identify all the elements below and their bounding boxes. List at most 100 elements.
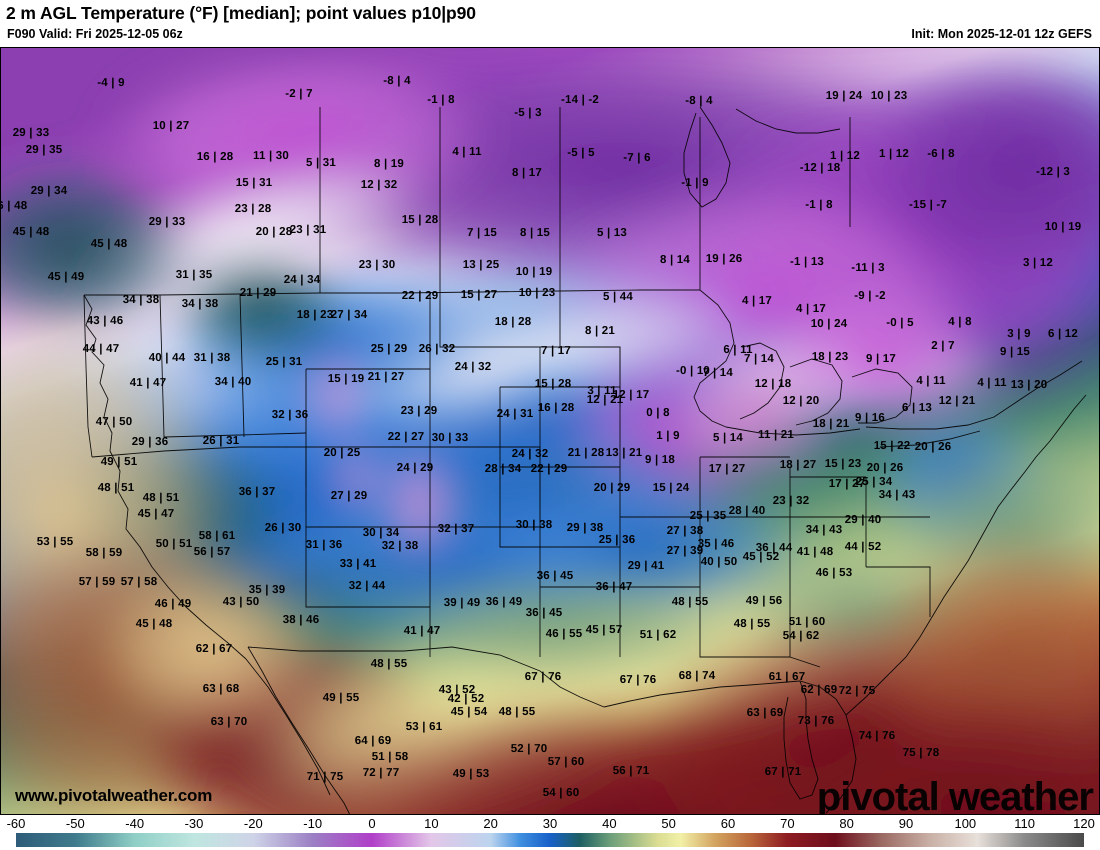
point-value: 46 | 55 [545, 628, 583, 640]
point-value: 25 | 36 [598, 534, 636, 546]
point-value: 7 | 15 [467, 227, 497, 239]
point-value: 8 | 19 [374, 158, 404, 170]
point-value: 51 | 60 [788, 616, 826, 628]
point-value: 48 | 51 [142, 492, 180, 504]
point-value: 22 | 29 [401, 290, 439, 302]
colorbar-tick-label: -40 [125, 816, 145, 831]
point-value: 4 | 8 [948, 316, 972, 328]
point-value: 58 | 59 [85, 547, 123, 559]
point-value: 15 | 27 [460, 289, 498, 301]
point-value: 41 | 48 [796, 546, 834, 558]
point-value: 3 | 11 [587, 385, 617, 397]
point-value: 7 | 14 [703, 367, 733, 379]
point-value: 22 | 27 [387, 431, 425, 443]
point-value: 34 | 38 [181, 298, 219, 310]
point-value: 15 | 31 [235, 177, 273, 189]
point-value: 67 | 71 [764, 766, 802, 778]
point-value: 40 | 44 [148, 352, 186, 364]
point-value: 9 | 16 [855, 412, 885, 424]
point-value: 34 | 43 [805, 524, 843, 536]
point-value: 20 | 28 [255, 226, 293, 238]
point-value: 45 | 48 [12, 226, 50, 238]
point-value: 24 | 34 [283, 274, 321, 286]
point-value: -7 | 6 [623, 152, 651, 164]
colorbar-tick-label: -10 [303, 816, 323, 831]
point-value: -15 | -7 [908, 199, 948, 211]
colorbar-tick-label: 60 [720, 816, 736, 831]
point-value: 20 | 25 [323, 447, 361, 459]
point-value: 23 | 29 [400, 405, 438, 417]
point-value: 5 | 13 [597, 227, 627, 239]
point-value: 61 | 67 [768, 671, 806, 683]
point-value: 6 | 13 [902, 402, 932, 414]
point-value: 27 | 38 [666, 525, 704, 537]
point-value: 49 | 51 [100, 456, 138, 468]
point-value: 48 | 55 [733, 618, 771, 630]
colorbar-tick-label: 0 [368, 816, 376, 831]
point-value: 34 | 40 [214, 376, 252, 388]
point-value: 1 | 12 [879, 148, 909, 160]
colorbar-tick-label: 70 [780, 816, 795, 831]
colorbar-tick-label: 120 [1073, 816, 1095, 831]
point-value: 25 | 35 [689, 510, 727, 522]
point-value: -14 | -2 [560, 94, 600, 106]
point-value: 45 | 57 [585, 624, 623, 636]
point-value: -1 | 8 [805, 199, 833, 211]
point-value: 5 | 44 [603, 291, 633, 303]
point-value: 63 | 70 [210, 716, 248, 728]
page-title: 2 m AGL Temperature (°F) [median]; point… [6, 3, 476, 23]
point-value: 57 | 60 [547, 756, 585, 768]
point-value: 29 | 35 [25, 144, 63, 156]
point-value: 18 | 23 [811, 351, 849, 363]
point-value: -6 | 8 [927, 148, 955, 160]
map-boundaries [83, 106, 1087, 814]
point-value: 54 | 62 [782, 630, 820, 642]
point-value: 15 | 28 [534, 378, 572, 390]
point-value: 11 | 21 [758, 429, 794, 441]
point-value: 57 | 59 [78, 576, 116, 588]
point-value: 24 | 29 [396, 462, 434, 474]
point-value: 7 | 14 [744, 353, 774, 365]
point-value: 43 | 52 [438, 684, 476, 696]
point-value: 29 | 33 [148, 216, 186, 228]
watermark-url: www.pivotalweather.com [15, 786, 213, 805]
point-value: 16 | 28 [196, 151, 234, 163]
point-value: 45 | 48 [135, 618, 173, 630]
colorbar[interactable]: -60 -50 -40 -30 -20 -10 0 10 20 30 40 50 60 70 80 90 100… [0, 816, 1100, 850]
point-value: 46 | 48 [1, 200, 28, 212]
point-value: -12 | 3 [1035, 166, 1071, 178]
point-value: -0 | 10 [675, 365, 711, 377]
colorbar-tick-label: 10 [424, 816, 439, 831]
point-value: 29 | 34 [30, 185, 68, 197]
point-value: 49 | 55 [322, 692, 360, 704]
colorbar-tick-label: 40 [602, 816, 617, 831]
point-value: 10 | 19 [515, 266, 553, 278]
point-value: 52 | 70 [510, 743, 548, 755]
point-value: 44 | 47 [82, 343, 120, 355]
point-value: 35 | 46 [697, 538, 735, 550]
point-value: 42 | 52 [447, 693, 485, 705]
point-value: 53 | 61 [405, 721, 443, 733]
point-value: 10 | 23 [518, 287, 556, 299]
point-value: -8 | 4 [685, 95, 713, 107]
point-value: 23 | 31 [289, 224, 327, 236]
point-value: 43 | 46 [86, 315, 124, 327]
point-value: 20 | 26 [866, 462, 904, 474]
map-viewport[interactable]: -4 | 9 -2 | 7 -8 | 4 -1 | 8 -5 | 3 -14 | -2 -8… [0, 47, 1100, 815]
point-value: 5 | 14 [713, 432, 743, 444]
point-value: 4 | 17 [796, 303, 826, 315]
colorbar-tick-label: 50 [661, 816, 676, 831]
point-value: 67 | 76 [619, 674, 657, 686]
point-value: -1 | 9 [681, 177, 709, 189]
point-value: 56 | 71 [612, 765, 650, 777]
point-value: 10 | 27 [152, 120, 190, 132]
point-value: 29 | 41 [627, 560, 665, 572]
point-value: 3 | 9 [1007, 328, 1031, 340]
point-value: 13 | 21 [605, 447, 643, 459]
point-value: 0 | 8 [646, 407, 670, 419]
point-value: 49 | 53 [452, 768, 490, 780]
point-value: 12 | 18 [754, 378, 792, 390]
colorbar-gradient [16, 833, 1084, 847]
point-value: -9 | -2 [854, 290, 886, 302]
point-value: 31 | 38 [193, 352, 231, 364]
